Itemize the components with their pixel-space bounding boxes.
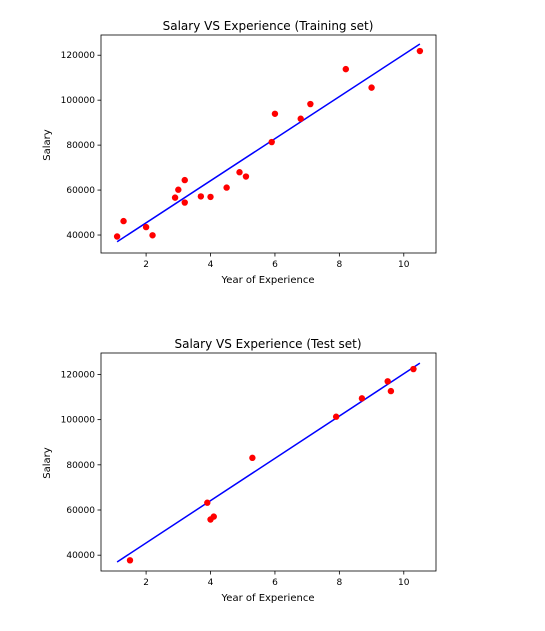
data-point xyxy=(171,194,179,201)
data-point xyxy=(271,110,279,117)
x-axis-label: Year of Experience xyxy=(221,275,315,286)
y-tick-label: 60000 xyxy=(66,506,95,516)
y-tick-label: 100000 xyxy=(61,416,96,426)
data-point xyxy=(249,454,256,462)
y-tick-label: 120000 xyxy=(61,51,96,61)
regression-line xyxy=(116,362,421,563)
data-point xyxy=(181,199,188,206)
x-tick-label: 8 xyxy=(336,578,342,588)
data-point xyxy=(175,186,182,193)
training-set-chart: Salary VS Experience (Training set) 2 4 6 8… xyxy=(42,19,437,286)
y-tick-label: 120000 xyxy=(61,370,96,380)
ticks-group: 2 4 6 8 10 40000 60000 80000 100000 120000 xyxy=(61,51,410,270)
data-point xyxy=(384,378,391,385)
x-tick-label: 10 xyxy=(398,260,410,270)
data-point xyxy=(268,138,275,146)
x-tick-label: 4 xyxy=(208,260,214,270)
y-tick-label: 100000 xyxy=(61,96,96,106)
y-tick-label: 80000 xyxy=(66,461,95,471)
x-axis-label: Year of Experience xyxy=(221,593,315,604)
data-point xyxy=(342,65,350,73)
data-point xyxy=(204,499,211,506)
data-point xyxy=(368,84,375,91)
data-point xyxy=(207,193,214,201)
data-point xyxy=(210,513,217,520)
x-tick-label: 2 xyxy=(143,260,149,270)
x-tick-label: 8 xyxy=(336,260,342,270)
y-axis-label: Salary xyxy=(42,447,53,478)
data-point xyxy=(387,387,395,395)
chart-title: Salary VS Experience (Test set) xyxy=(174,337,361,351)
marks-group xyxy=(116,362,421,564)
x-tick-label: 4 xyxy=(208,578,214,588)
chart-title: Salary VS Experience (Training set) xyxy=(163,19,374,33)
data-point xyxy=(142,223,150,231)
plot-frame xyxy=(100,352,437,572)
data-point xyxy=(416,47,424,55)
plot-frame xyxy=(100,34,437,254)
x-tick-label: 10 xyxy=(398,578,410,588)
y-tick-label: 60000 xyxy=(66,186,95,196)
y-tick-label: 40000 xyxy=(66,231,95,241)
x-tick-label: 6 xyxy=(272,578,278,588)
data-point xyxy=(223,184,230,191)
data-point xyxy=(297,115,304,122)
data-point xyxy=(410,365,417,373)
data-point xyxy=(197,193,205,200)
y-tick-label: 80000 xyxy=(66,141,95,151)
y-axis-label: Salary xyxy=(42,129,53,160)
data-point xyxy=(181,176,188,184)
marks-group xyxy=(113,43,424,243)
data-point xyxy=(358,395,366,402)
data-point xyxy=(126,557,134,564)
data-point xyxy=(149,232,156,239)
x-tick-label: 2 xyxy=(143,578,149,588)
data-point xyxy=(332,413,340,420)
regression-line xyxy=(116,43,421,243)
test-set-chart: Salary VS Experience (Test set) 2 4 6 8 10 40… xyxy=(42,337,437,604)
x-tick-label: 6 xyxy=(272,260,278,270)
data-point xyxy=(307,100,314,108)
data-point xyxy=(242,173,250,180)
data-point xyxy=(236,169,243,176)
data-point xyxy=(120,217,127,225)
data-point xyxy=(113,233,121,240)
ticks-group: 2 4 6 8 10 40000 60000 80000 100000 120000 xyxy=(61,370,410,588)
y-tick-label: 40000 xyxy=(66,551,95,561)
